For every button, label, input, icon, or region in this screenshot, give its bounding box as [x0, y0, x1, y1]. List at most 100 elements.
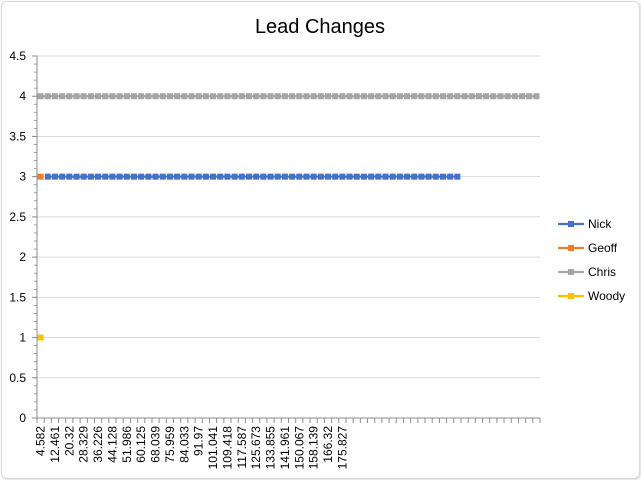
data-point [281, 93, 288, 100]
data-point [454, 173, 461, 180]
x-tick-label: 44.128 [105, 426, 119, 463]
data-point [432, 173, 439, 180]
x-tick-label: 117.587 [235, 426, 249, 469]
data-point [138, 173, 145, 180]
x-tick-label: 133.855 [264, 426, 278, 470]
series-layer [37, 93, 540, 341]
data-point [468, 93, 475, 100]
data-point [497, 93, 504, 100]
data-point [325, 93, 332, 100]
series-chris [37, 93, 540, 100]
data-point [188, 93, 195, 100]
data-point [210, 93, 217, 100]
data-point [202, 93, 209, 100]
data-point [245, 93, 252, 100]
data-point [80, 93, 87, 100]
y-tick-label: 3 [19, 170, 26, 184]
x-tick-label: 91.97 [192, 426, 206, 456]
data-point [66, 93, 73, 100]
series-geoff [37, 173, 44, 180]
data-point [152, 173, 159, 180]
data-point [210, 173, 217, 180]
data-point [346, 173, 353, 180]
data-point [519, 93, 526, 100]
data-point [267, 173, 274, 180]
data-point [317, 93, 324, 100]
data-point [217, 93, 224, 100]
data-point [475, 93, 482, 100]
data-point [368, 173, 375, 180]
data-point [317, 173, 324, 180]
x-tick-label: 84.033 [177, 426, 191, 463]
data-point [526, 93, 533, 100]
x-tick-label: 175.827 [335, 426, 349, 470]
data-point [80, 173, 87, 180]
legend-item-nick: Nick [558, 217, 612, 231]
data-point [339, 93, 346, 100]
x-tick-label: 51.986 [120, 426, 134, 463]
data-point [131, 173, 138, 180]
data-point [274, 93, 281, 100]
data-point [195, 93, 202, 100]
y-tick-label: 1.5 [9, 290, 26, 304]
data-point [260, 93, 267, 100]
data-point [87, 173, 94, 180]
data-point [289, 173, 296, 180]
data-point [37, 334, 44, 341]
legend-label: Woody [588, 289, 625, 303]
data-point [404, 93, 411, 100]
data-point [37, 173, 44, 180]
series-woody [37, 334, 44, 341]
data-point [37, 93, 44, 100]
data-point [95, 173, 102, 180]
data-point [382, 93, 389, 100]
data-point [73, 173, 80, 180]
data-point [231, 93, 238, 100]
data-point [296, 173, 303, 180]
data-point [66, 173, 73, 180]
x-tick-label: 20.32 [62, 426, 76, 456]
data-point [159, 173, 166, 180]
x-tick-label: 101.041 [206, 426, 220, 470]
data-point [325, 173, 332, 180]
data-point [51, 173, 58, 180]
data-point [490, 93, 497, 100]
data-point [202, 173, 209, 180]
data-point [310, 93, 317, 100]
x-tick-label: 36.226 [91, 426, 105, 463]
data-point [346, 93, 353, 100]
legend: Nick Geoff Chris Woody [558, 217, 625, 303]
data-point [195, 173, 202, 180]
y-tick-label: 0 [19, 411, 26, 425]
data-point [411, 173, 418, 180]
legend-item-geoff: Geoff [558, 241, 618, 255]
data-point [504, 93, 511, 100]
data-point [368, 93, 375, 100]
data-point [281, 173, 288, 180]
legend-label: Nick [588, 217, 612, 231]
legend-marker [568, 245, 574, 251]
data-point [174, 173, 181, 180]
legend-label: Chris [588, 265, 616, 279]
data-point [253, 173, 260, 180]
data-point [102, 93, 109, 100]
x-tick-label: 166.32 [321, 426, 335, 463]
x-tick-label: 68.039 [149, 426, 163, 463]
x-tick-label: 12.461 [48, 426, 62, 463]
data-point [411, 93, 418, 100]
data-point [404, 173, 411, 180]
data-point [425, 173, 432, 180]
x-tick-label: 150.067 [292, 426, 306, 470]
data-point [224, 173, 231, 180]
data-point [217, 173, 224, 180]
data-point [375, 173, 382, 180]
data-point [447, 93, 454, 100]
y-tick-label: 1 [19, 331, 26, 345]
data-point [389, 93, 396, 100]
legend-item-chris: Chris [558, 265, 616, 279]
data-point [432, 93, 439, 100]
data-point [116, 173, 123, 180]
data-point [439, 93, 446, 100]
data-point [289, 93, 296, 100]
